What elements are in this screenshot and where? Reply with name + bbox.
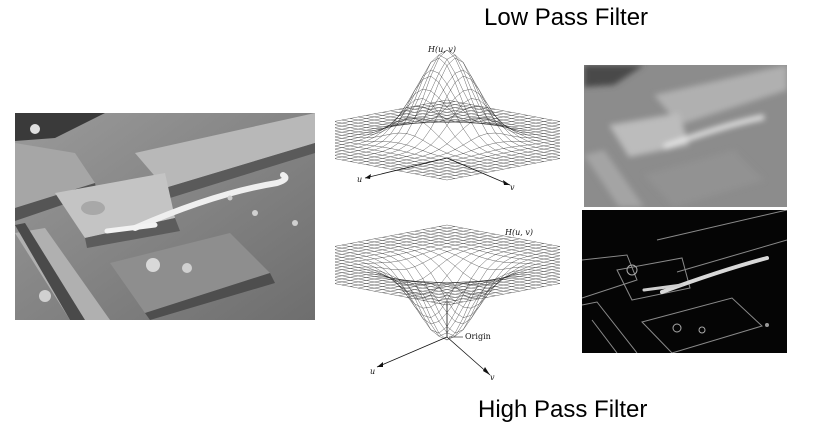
mesh-line: [335, 54, 544, 159]
filter-surface-plots: H(u, v) u v H(u, v) u v Origin: [335, 45, 560, 382]
mesh-line: [366, 98, 560, 165]
mesh-line: [335, 271, 480, 299]
mesh-line: [390, 136, 560, 170]
mesh-line: [422, 274, 560, 301]
mesh-line: [406, 142, 560, 173]
high-z-label: H(u, v): [504, 228, 533, 237]
mesh-line: [335, 268, 488, 298]
low-v-axis: [446, 157, 511, 186]
mesh-line: [335, 252, 528, 309]
mesh-line: [398, 234, 560, 266]
origin-label: Origin: [465, 332, 491, 341]
mesh-line: [398, 139, 560, 171]
mesh-line: [335, 149, 472, 176]
mesh-line: [335, 143, 488, 173]
mesh-line: [382, 132, 560, 168]
high-u-label: u: [370, 367, 375, 376]
mesh-line: [350, 54, 560, 159]
mesh-line: [335, 110, 504, 143]
low-pass-title: Low Pass Filter: [484, 4, 649, 31]
mesh-line: [335, 136, 504, 170]
mesh-line: [335, 146, 480, 174]
mesh-line: [414, 145, 560, 174]
high-pass-surface: [335, 224, 560, 341]
mesh-line: [335, 75, 536, 164]
mesh-line: [341, 244, 553, 341]
mesh-line: [422, 149, 560, 176]
mesh-line: [341, 49, 553, 161]
mesh-line: [430, 277, 560, 303]
mesh-line: [335, 274, 472, 301]
low-v-label: v: [510, 183, 515, 192]
high-pass-result-image: [582, 210, 787, 353]
mesh-line: [335, 262, 504, 295]
high-u-axis: [376, 336, 448, 368]
mesh-line: [406, 267, 560, 298]
mesh-line: [414, 271, 560, 299]
mesh-line: [382, 258, 560, 293]
mesh-line: [350, 246, 560, 337]
original-image: [15, 113, 315, 320]
mesh-line: [335, 152, 464, 178]
low-pass-result-image: [584, 65, 787, 207]
mesh-line: [350, 243, 560, 334]
mesh-line: [335, 132, 512, 168]
mesh-line: [374, 118, 560, 167]
mesh-line: [341, 49, 553, 161]
mesh-line: [366, 252, 560, 309]
mesh-line: [335, 277, 464, 303]
mesh-line: [430, 152, 560, 178]
mesh-line: [335, 155, 456, 179]
low-u-axis: [364, 157, 448, 179]
mesh-line: [382, 112, 560, 147]
mesh-line: [335, 158, 448, 181]
mesh-line: [335, 235, 504, 269]
mesh-line: [335, 249, 536, 325]
mesh-line: [406, 232, 560, 263]
mesh-line: [335, 258, 512, 293]
mesh-line: [446, 283, 560, 306]
mesh-line: [335, 106, 480, 134]
mesh-line: [390, 261, 560, 295]
low-z-label: H(u, v): [427, 45, 456, 54]
high-v-label: v: [490, 373, 495, 382]
mesh-line: [335, 231, 480, 259]
low-u-label: u: [357, 175, 362, 184]
mesh-line: [358, 75, 560, 164]
mesh-line: [335, 118, 520, 167]
high-v-axis: [446, 336, 491, 376]
mesh-line: [414, 231, 560, 260]
mesh-line: [438, 155, 560, 179]
mesh-line: [335, 246, 544, 337]
low-pass-surface: [335, 49, 560, 181]
mesh-line: [335, 57, 544, 162]
high-pass-title: High Pass Filter: [478, 396, 648, 423]
mesh-line: [422, 229, 560, 256]
mesh-line: [335, 283, 448, 306]
mesh-line: [335, 265, 496, 296]
mesh-line: [358, 249, 560, 325]
mesh-line: [335, 280, 456, 304]
mesh-line: [335, 237, 512, 272]
mesh-line: [438, 280, 560, 304]
mesh-line: [335, 98, 528, 165]
mesh-line: [335, 232, 488, 262]
mesh-line: [398, 264, 560, 296]
mesh-line: [350, 57, 560, 162]
